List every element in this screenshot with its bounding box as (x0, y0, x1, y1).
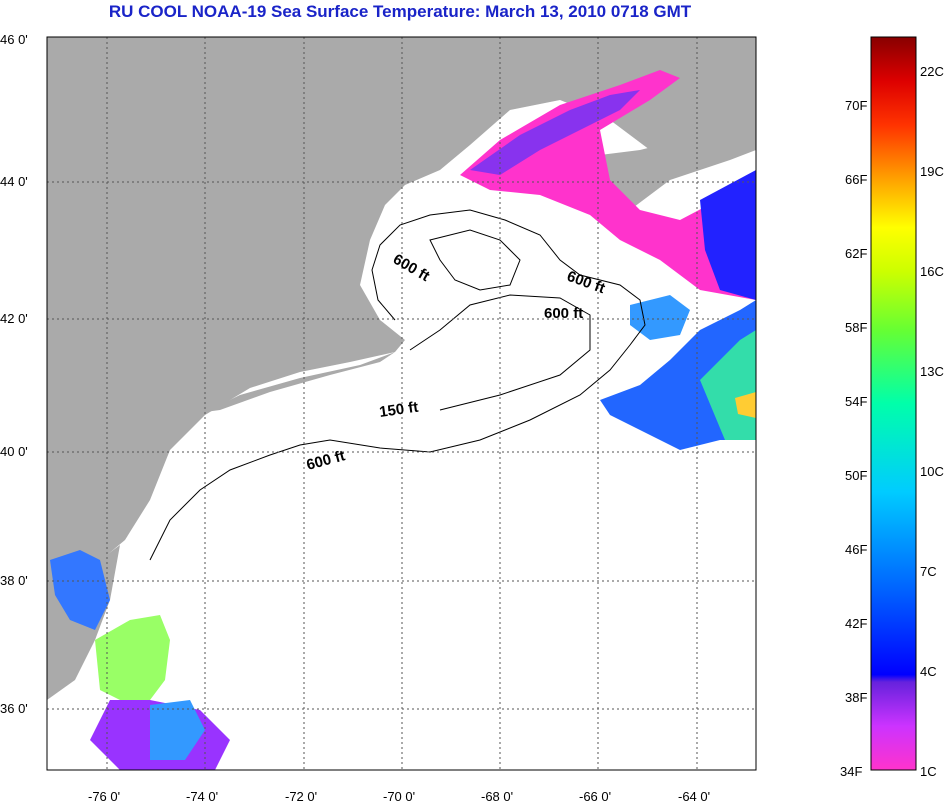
colorbar-f-label: 54F (845, 394, 867, 409)
colorbar-c-label: 13C (920, 364, 944, 379)
lon-tick: -76 0' (88, 789, 120, 804)
colorbar-c-label: 1C (920, 764, 937, 779)
colorbar-f-label: 34F (840, 764, 862, 779)
map-title: RU COOL NOAA-19 Sea Surface Temperature:… (108, 2, 692, 21)
sst-blue-shelf (700, 170, 756, 300)
colorbar-f-label: 66F (845, 172, 867, 187)
lat-tick: 44 0' (0, 174, 28, 189)
colorbar (870, 36, 917, 771)
latitude-axis: 46 0' 44 0' 42 0' 40 0' 38 0' 36 0' (0, 32, 28, 716)
grid (47, 37, 756, 770)
sst-chesapeake-blue (50, 550, 110, 630)
lat-tick: 40 0' (0, 444, 28, 459)
longitude-axis: -76 0' -74 0' -72 0' -70 0' -68 0' -66 0… (88, 789, 710, 804)
us-landmass (47, 37, 756, 610)
sst-purple-band (470, 90, 640, 175)
lat-tick: 46 0' (0, 32, 28, 47)
contour-gulf-inner (429, 229, 521, 291)
lon-tick: -70 0' (383, 789, 415, 804)
colorbar-f-label: 46F (845, 542, 867, 557)
sst-virginia-shelf (95, 615, 170, 700)
colorbar-fahrenheit-labels: 70F 66F 62F 58F 54F 50F 46F 42F 38F 34F (840, 98, 867, 779)
colorbar-f-label: 38F (845, 690, 867, 705)
colorbar-f-label: 70F (845, 98, 867, 113)
lon-tick: -74 0' (186, 789, 218, 804)
lon-tick: -72 0' (285, 789, 317, 804)
lat-tick: 38 0' (0, 573, 28, 588)
colorbar-f-label: 62F (845, 246, 867, 261)
contour-150ft (409, 294, 591, 411)
sst-scotian-patch (630, 295, 690, 340)
colorbar-f-label: 58F (845, 320, 867, 335)
contour-600ft-outer (149, 209, 646, 561)
colorbar-c-label: 4C (920, 664, 937, 679)
contour-label-georges: 600 ft (544, 305, 583, 322)
colorbar-celsius-labels: 22C 19C 16C 13C 10C 7C 4C 1C (920, 64, 944, 779)
lon-tick: -66 0' (579, 789, 611, 804)
map-border (46, 36, 757, 771)
lon-tick: -68 0' (481, 789, 513, 804)
nova-scotia (600, 122, 756, 220)
colorbar-f-label: 42F (845, 616, 867, 631)
sst-offshore-warm (735, 392, 756, 418)
lon-tick: -64 0' (678, 789, 710, 804)
colorbar-f-label: 50F (845, 468, 867, 483)
long-island (205, 352, 395, 412)
contour-label-150: 150 ft (378, 399, 419, 421)
colorbar-c-label: 22C (920, 64, 944, 79)
sst-gulf-of-maine (460, 70, 756, 300)
colorbar-c-label: 16C (920, 264, 944, 279)
lat-tick: 42 0' (0, 311, 28, 326)
sst-south-blue (150, 700, 205, 760)
colorbar-c-label: 19C (920, 164, 944, 179)
colorbar-c-label: 7C (920, 564, 937, 579)
colorbar-c-label: 10C (920, 464, 944, 479)
lat-tick: 36 0' (0, 701, 28, 716)
